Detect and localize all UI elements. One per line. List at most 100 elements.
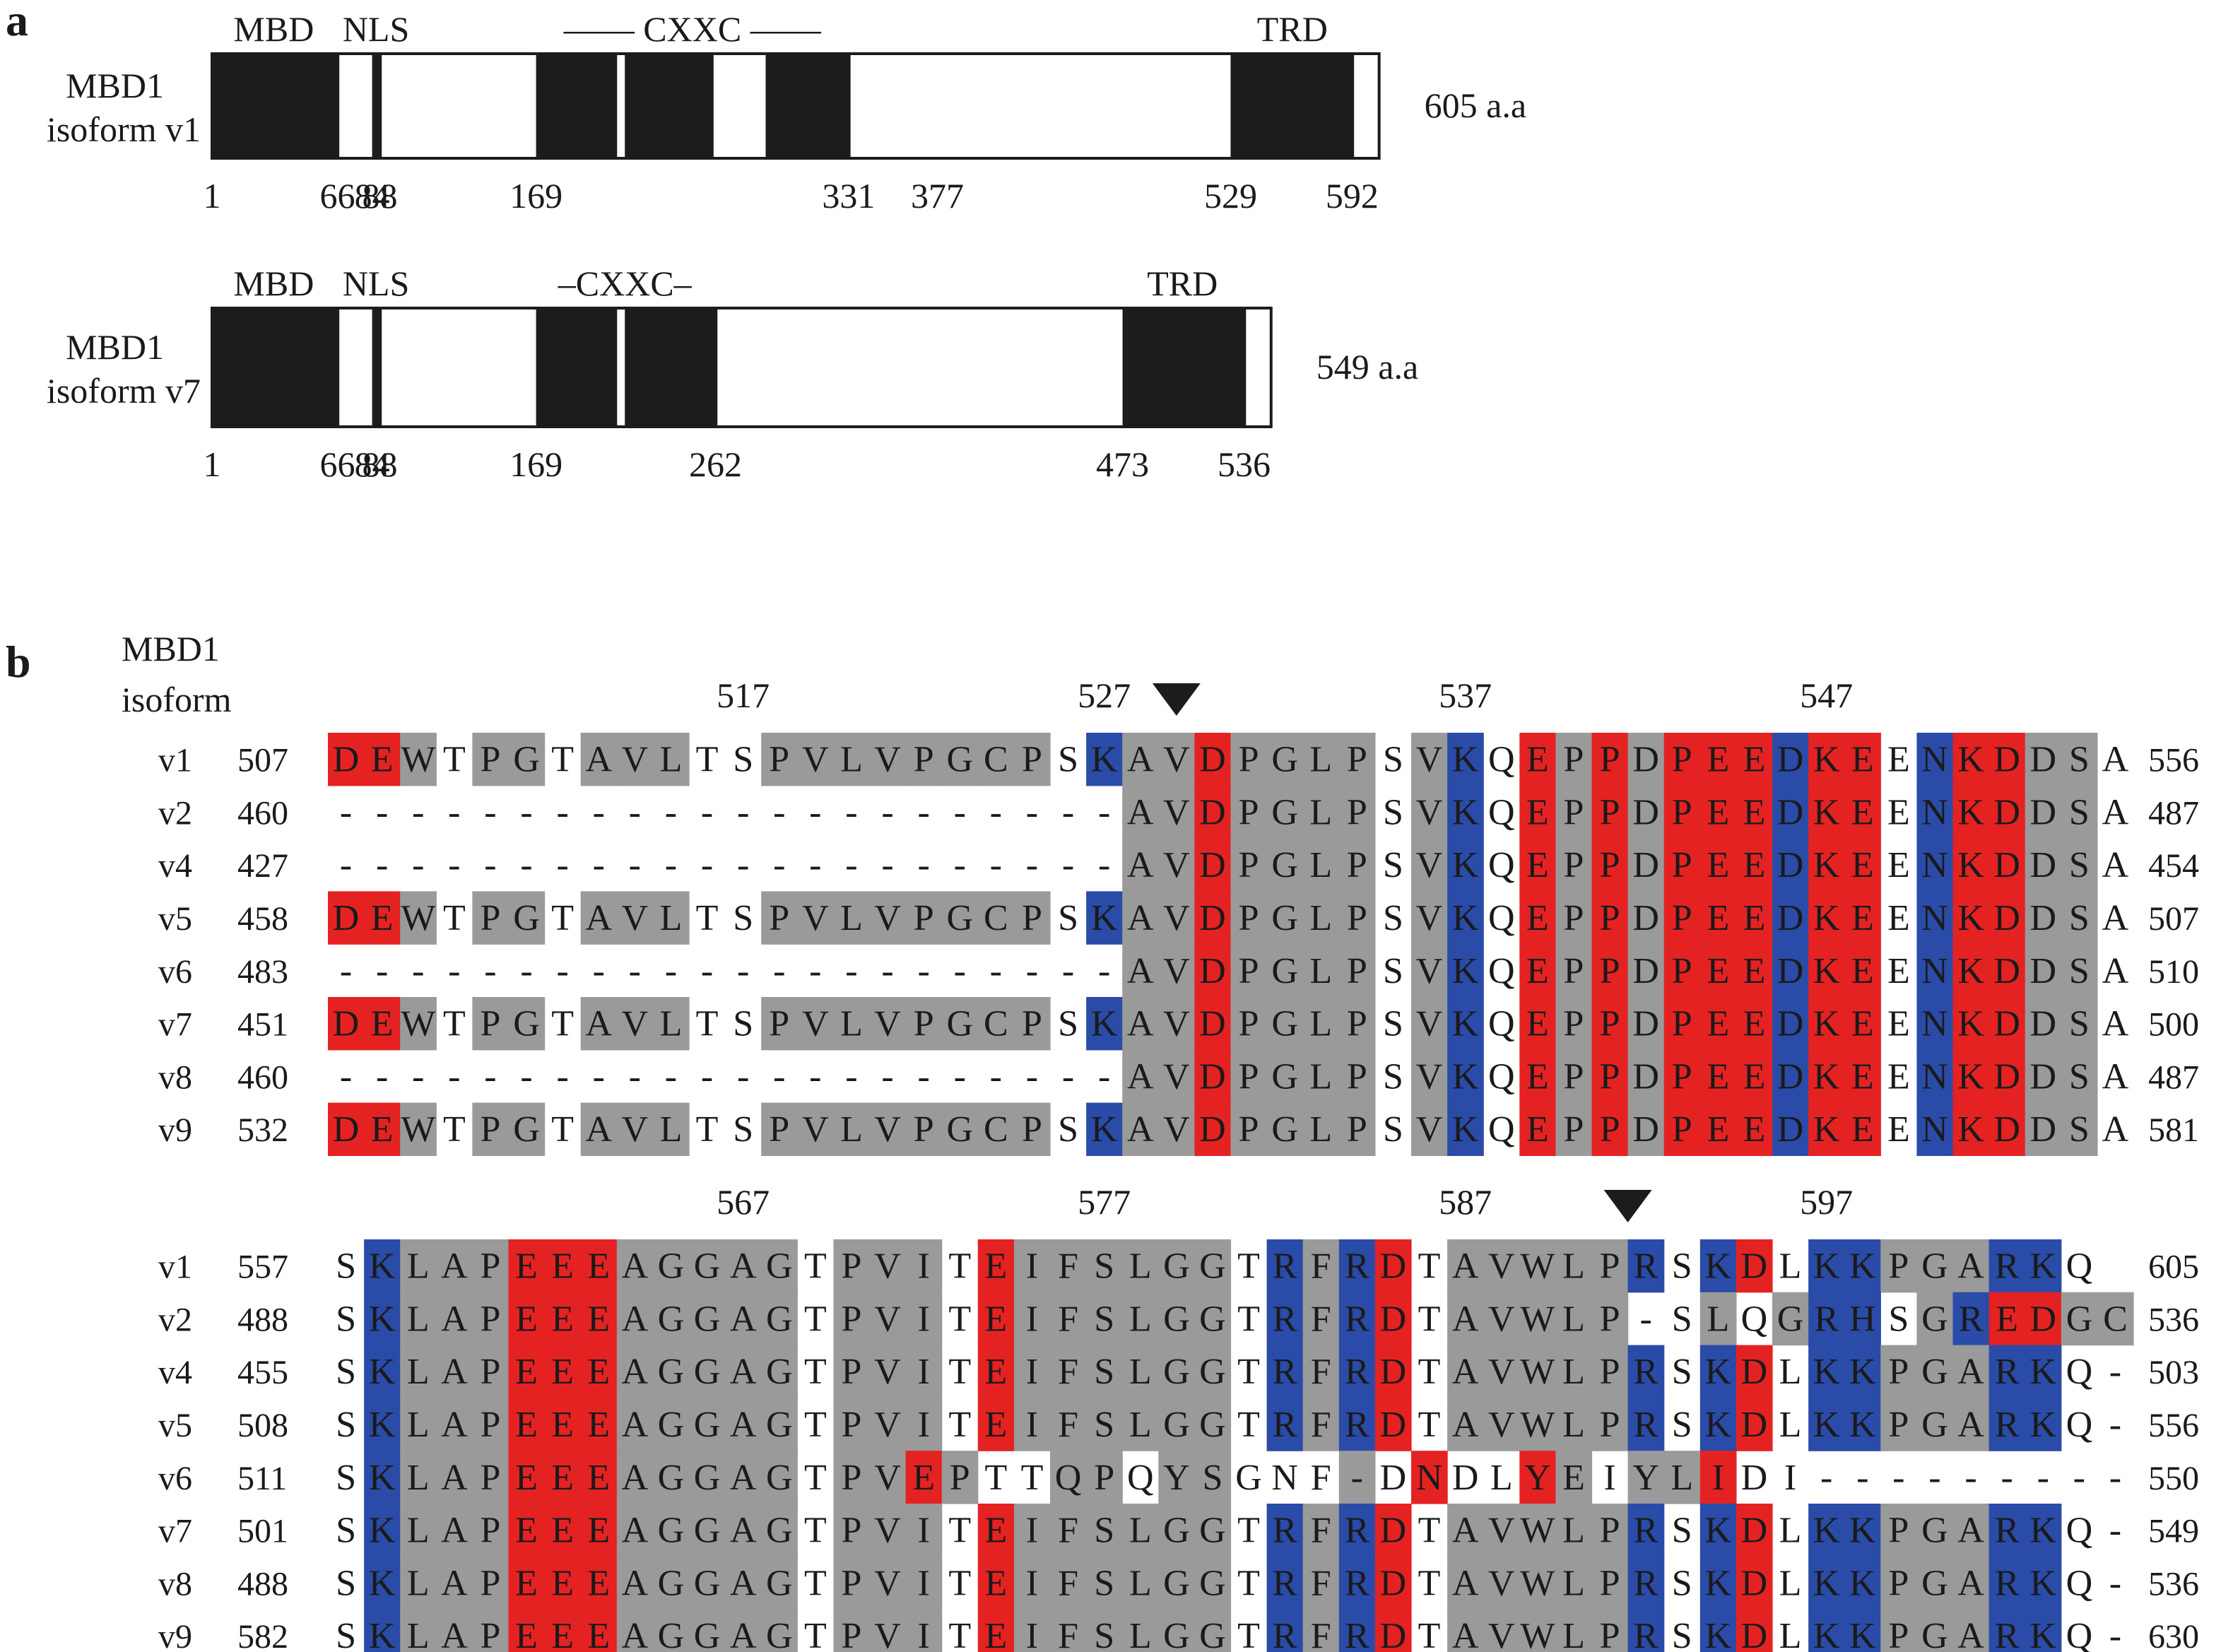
residue-letter: R (1273, 1563, 1297, 1603)
residue-letter: P (1600, 1405, 1620, 1445)
residue-letter: E (1526, 951, 1549, 991)
residue-cell (1699, 733, 1737, 786)
residue-cell (1663, 1451, 1701, 1504)
gap-character: - (629, 1056, 641, 1097)
residue-cell (508, 997, 546, 1051)
residue-cell (797, 891, 834, 945)
residue-letter: A (1452, 1511, 1479, 1551)
residue-letter: E (587, 1511, 610, 1551)
residue-letter: N (1921, 740, 1948, 780)
residue-cell (472, 1292, 509, 1346)
residue-letter: E (1707, 1056, 1729, 1097)
residue-cell (616, 1292, 654, 1346)
residue-letter: F (1311, 1458, 1331, 1498)
isoform-label-line2: isoform v7 (47, 371, 201, 411)
residue-cell (1194, 1239, 1232, 1293)
residue-cell (1338, 785, 1376, 839)
residue-letter: L (1779, 1352, 1802, 1392)
residue-letter: L (1562, 1352, 1585, 1392)
residue-cell (580, 1451, 618, 1504)
residue-cell (1844, 785, 1881, 839)
residue-cell (725, 1345, 762, 1398)
residue-cell (508, 733, 546, 786)
residue-letter: V (1416, 740, 1443, 780)
domain-block (372, 308, 382, 427)
residue-letter: L (1129, 1511, 1152, 1551)
residue-cell (1338, 838, 1376, 892)
residue-letter: P (1672, 951, 1692, 991)
residue-cell (977, 891, 1015, 945)
residue-cell (1555, 891, 1593, 945)
row-end-position: 454 (2148, 847, 2199, 885)
gap-character: - (340, 845, 352, 885)
ruler-position-label: 537 (1439, 675, 1492, 715)
residue-letter: E (1707, 898, 1729, 938)
residue-letter: V (1163, 792, 1190, 832)
residue-letter: P (1600, 951, 1620, 991)
residue-letter: L (407, 1352, 430, 1392)
residue-letter: A (1452, 1246, 1479, 1287)
residue-letter: R (1273, 1246, 1297, 1287)
residue-cell (1555, 1345, 1593, 1398)
residue-cell (1158, 1398, 1195, 1451)
gap-character: - (737, 792, 749, 832)
residue-cell (1916, 838, 1954, 892)
residue-letter: K (1813, 1056, 1840, 1097)
residue-letter: A (1127, 1109, 1154, 1150)
residue-cell (1302, 1556, 1340, 1610)
residue-cell (1302, 1609, 1340, 1652)
residue-letter: P (841, 1563, 861, 1603)
residue-letter: T (551, 1004, 574, 1044)
residue-cell (1266, 785, 1304, 839)
residue-letter: P (480, 1352, 500, 1392)
residue-cell (725, 1451, 762, 1504)
residue-cell (1699, 1398, 1737, 1451)
residue-letter: Q (1488, 845, 1515, 885)
residue-letter: N (1921, 1056, 1948, 1097)
residue-letter: T (948, 1616, 971, 1652)
residue-letter: T (804, 1616, 827, 1652)
residue-letter: K (1705, 1246, 1732, 1287)
residue-letter: T (948, 1563, 971, 1603)
row-end-position: 510 (2148, 953, 2199, 991)
residue-cell (1266, 1345, 1304, 1398)
residue-letter: D (1777, 1056, 1804, 1097)
residue-cell (616, 1556, 654, 1610)
residue-letter: P (1094, 1458, 1114, 1498)
residue-cell (1483, 1609, 1520, 1652)
residue-letter: S (1094, 1246, 1114, 1287)
residue-cell (508, 1451, 546, 1504)
residue-cell (1699, 1556, 1737, 1610)
residue-letter: K (2029, 1511, 2056, 1551)
residue-letter: P (1239, 1109, 1259, 1150)
residue-letter: D (2029, 1109, 2056, 1150)
residue-letter: P (1563, 792, 1584, 832)
row-start-position: 501 (237, 1513, 288, 1550)
gap-character: - (1639, 1299, 1651, 1339)
residue-cell (1013, 1292, 1051, 1346)
residue-cell (977, 1609, 1015, 1652)
residue-cell (1158, 1345, 1195, 1398)
residue-letter: E (1887, 1056, 1910, 1097)
residue-letter: D (1380, 1458, 1407, 1498)
residue-cell (1736, 838, 1773, 892)
residue-letter: P (480, 740, 500, 780)
residue-letter: L (840, 740, 863, 780)
residue-letter: A (1452, 1563, 1479, 1603)
residue-cell (2025, 785, 2062, 839)
residue-letter: E (1887, 898, 1910, 938)
residue-cell (1338, 1239, 1376, 1293)
residue-letter: E (1526, 740, 1549, 780)
residue-cell (580, 1239, 618, 1293)
residue-cell (544, 1451, 582, 1504)
residue-cell (616, 997, 654, 1051)
residue-cell (508, 1345, 546, 1398)
residue-cell (1122, 1398, 1159, 1451)
residue-letter: E (1743, 1056, 1766, 1097)
row-isoform-id: v7 (158, 1006, 192, 1044)
residue-cell (905, 891, 943, 945)
residue-letter: E (984, 1511, 1007, 1551)
residue-cell (1808, 733, 1845, 786)
